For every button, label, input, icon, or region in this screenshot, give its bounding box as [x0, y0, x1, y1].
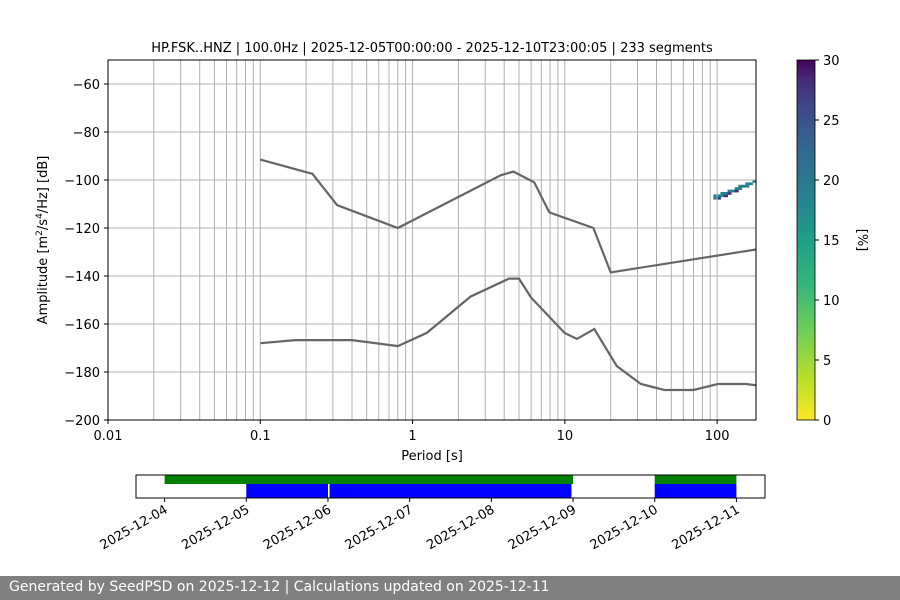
psd-bin	[745, 182, 750, 186]
timeline-frame	[135, 474, 766, 499]
availability-bar-green	[164, 475, 573, 484]
colorbar-label: [%]	[854, 229, 869, 252]
psd-bin	[716, 196, 721, 200]
availability-bar-blue	[654, 484, 737, 498]
x-tick-label: 1	[408, 429, 416, 444]
psd-bin	[741, 184, 746, 188]
psd-bin	[738, 184, 743, 188]
timeline-date-label: 2025-12-11	[669, 502, 742, 553]
plot-frame	[107, 59, 757, 421]
psd-bin	[727, 192, 732, 195]
y-tick-label: −80	[73, 126, 100, 141]
colorbar	[796, 59, 816, 421]
timeline-date-label: 2025-12-10	[588, 502, 661, 553]
psd-bin	[727, 189, 732, 193]
colorbar-tick-label: 20	[823, 174, 840, 189]
chart-title: HP.FSK..HNZ | 100.0Hz | 2025-12-05T00:00…	[151, 41, 713, 56]
nlnm-curve	[260, 277, 756, 392]
y-tick-label: −120	[64, 222, 100, 237]
grid-lines	[108, 60, 756, 421]
psd-bin	[724, 192, 728, 195]
psd-bin	[713, 194, 718, 198]
timeline-date-label: 2025-12-04	[98, 502, 171, 553]
availability-bar-green	[654, 475, 737, 484]
colorbar-ticks: 0 5 10 15 20 25 30	[815, 54, 840, 429]
data-availability-timeline: 2025-12-04 2025-12-05 2025-12-06 2025-12-07…	[98, 474, 766, 553]
footer-text: Generated by SeedPSD on 2025-12-12 | Cal…	[9, 579, 550, 595]
psd-bin	[738, 187, 743, 190]
x-tick-label: 0.1	[250, 429, 271, 444]
psd-bin	[720, 192, 725, 195]
timeline-date-label: 2025-12-05	[179, 502, 252, 553]
x-tick-label: 0.01	[94, 429, 123, 444]
psd-bin	[745, 184, 750, 188]
y-tick-label: −100	[64, 174, 100, 189]
x-axis-label: Period [s]	[401, 449, 463, 464]
y-tick-label: −160	[64, 318, 100, 333]
psd-bin	[713, 196, 718, 200]
psd-figure: HP.FSK..HNZ | 100.0Hz | 2025-12-05T00:00…	[35, 41, 869, 553]
psd-bin	[734, 187, 739, 190]
x-tick-label: 10	[557, 429, 574, 444]
colorbar-tick-label: 25	[823, 114, 840, 129]
timeline-date-label: 2025-12-06	[261, 502, 334, 553]
x-tick-label: 100	[705, 429, 730, 444]
y-tick-label: −200	[64, 414, 100, 429]
nhnm-curve	[260, 158, 756, 274]
availability-bar-blue	[329, 484, 572, 498]
footer-bar: Generated by SeedPSD on 2025-12-12 | Cal…	[0, 576, 900, 600]
y-tick-label: −180	[64, 366, 100, 381]
colorbar-tick-label: 10	[823, 294, 840, 309]
timeline-date-label: 2025-12-07	[343, 502, 416, 553]
psd-bin	[731, 189, 736, 193]
psd-bin	[720, 194, 725, 198]
psd-bin	[748, 182, 753, 186]
timeline-date-label: 2025-12-08	[424, 502, 497, 553]
colorbar-tick-label: 15	[823, 234, 840, 249]
availability-bar-blue	[246, 484, 328, 498]
y-axis-label: Amplitude [m2/s4/Hz] [dB]	[35, 156, 51, 325]
psd-bin	[752, 180, 757, 183]
y-tick-label: −60	[73, 78, 100, 93]
heatmap-layer	[713, 180, 757, 200]
noise-model-curves	[260, 158, 756, 392]
axes: 0.01 0.1 1 10 100 −60 −80 −100 −120 −140 −160 −180 −…	[64, 78, 729, 444]
psd-bin	[716, 194, 721, 198]
timeline-date-label: 2025-12-09	[506, 502, 579, 553]
colorbar-tick-label: 30	[823, 54, 840, 69]
colorbar-tick-label: 0	[823, 414, 831, 429]
psd-bin	[724, 194, 728, 198]
y-tick-label: −140	[64, 270, 100, 285]
colorbar-tick-label: 5	[823, 354, 831, 369]
psd-bin	[734, 189, 739, 193]
